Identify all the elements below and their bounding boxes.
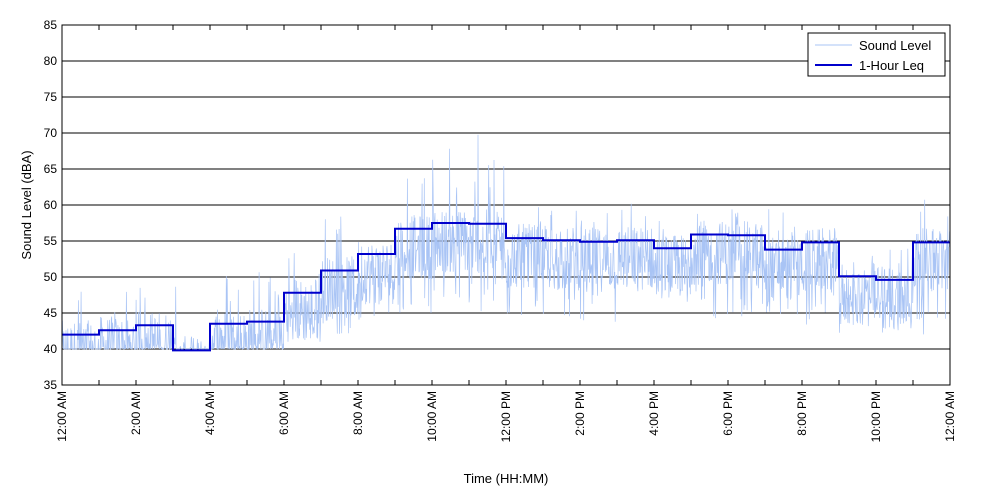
x-tick-label: 12:00 PM xyxy=(499,391,513,442)
leq-step-line xyxy=(62,222,950,352)
y-axis-ticks: 35 40 45 50 55 60 65 70 75 80 85 xyxy=(44,18,58,392)
x-tick-label: 6:00 AM xyxy=(277,391,291,435)
y-tick-label: 35 xyxy=(44,378,58,392)
y-tick-label: 80 xyxy=(44,54,58,68)
x-tick-label: 4:00 AM xyxy=(203,391,217,435)
x-tick-label: 12:00 AM xyxy=(55,391,69,442)
x-axis-ticks: 12:00 AM 2:00 AM 4:00 AM 6:00 AM 8:00 AM 10:0… xyxy=(55,25,957,442)
leq-series xyxy=(62,222,950,352)
y-tick-label: 75 xyxy=(44,90,58,104)
x-axis-title: Time (HH:MM) xyxy=(464,471,549,486)
y-tick-label: 85 xyxy=(44,18,58,32)
y-tick-label: 40 xyxy=(44,342,58,356)
x-tick-label: 8:00 PM xyxy=(795,391,809,436)
legend: Sound Level 1-Hour Leq xyxy=(807,32,946,77)
x-tick-label: 10:00 PM xyxy=(869,391,883,442)
y-tick-label: 65 xyxy=(44,162,58,176)
x-tick-label: 2:00 AM xyxy=(129,391,143,435)
x-tick-label: 2:00 PM xyxy=(573,391,587,436)
y-tick-label: 50 xyxy=(44,270,58,284)
y-tick-label: 55 xyxy=(44,234,58,248)
y-tick-label: 60 xyxy=(44,198,58,212)
y-tick-label: 70 xyxy=(44,126,58,140)
y-tick-label: 45 xyxy=(44,306,58,320)
y-axis-title: Sound Level (dBA) xyxy=(19,150,34,259)
x-tick-label: 6:00 PM xyxy=(721,391,735,436)
x-tick-label: 12:00 AM xyxy=(943,391,957,442)
legend-label-sound-level: Sound Level xyxy=(859,38,931,53)
x-tick-label: 8:00 AM xyxy=(351,391,365,435)
legend-label-leq: 1-Hour Leq xyxy=(859,58,924,73)
x-tick-label: 10:00 AM xyxy=(425,391,439,442)
x-tick-label: 4:00 PM xyxy=(647,391,661,436)
legend-box xyxy=(807,32,946,77)
